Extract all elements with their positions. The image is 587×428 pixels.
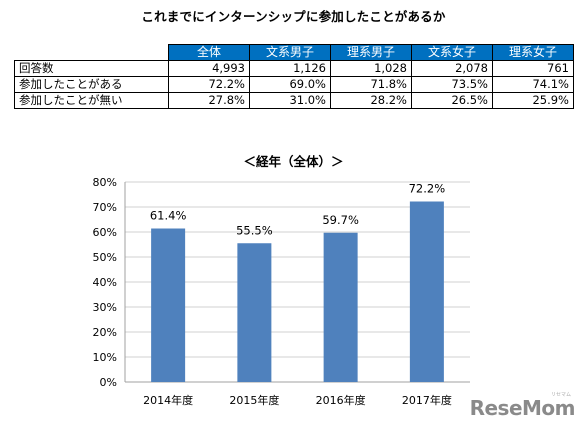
data-label: 61.4% xyxy=(150,209,187,223)
table-cell: 25.9% xyxy=(492,92,574,109)
bar xyxy=(323,232,358,382)
y-tick-label: 60% xyxy=(93,226,117,239)
table-cell: 73.5% xyxy=(411,76,493,93)
table-cell: 26.5% xyxy=(411,92,493,109)
y-tick-label: 80% xyxy=(93,176,117,189)
x-tick-label: 2014年度 xyxy=(143,393,193,407)
y-tick-label: 70% xyxy=(93,201,117,214)
chart-title: ＜経年（全体）＞ xyxy=(243,154,344,169)
bar xyxy=(151,228,186,382)
table-cell: 27.8% xyxy=(168,92,250,109)
survey-table: 全体 文系男子 理系男子 文系女子 理系女子 回答数 4,993 1,126 1… xyxy=(14,44,574,109)
table-header-cell: 文系女子 xyxy=(411,44,493,61)
x-tick-label: 2017年度 xyxy=(402,393,452,407)
row-label: 参加したことがある xyxy=(14,76,169,93)
y-tick-label: 50% xyxy=(93,251,117,264)
table-row: 参加したことがある 72.2% 69.0% 71.8% 73.5% 74.1% xyxy=(14,76,574,93)
y-tick-label: 30% xyxy=(93,301,117,314)
table-header-cell: 理系女子 xyxy=(492,44,574,61)
table-cell: 1,028 xyxy=(330,60,412,77)
x-tick-label: 2015年度 xyxy=(229,393,279,407)
bar xyxy=(237,243,272,382)
row-label: 参加したことが無い xyxy=(14,92,169,109)
table-header-cell: 全体 xyxy=(168,44,250,61)
table-cell: 2,078 xyxy=(411,60,493,77)
data-label: 59.7% xyxy=(322,213,359,227)
y-tick-label: 20% xyxy=(93,326,117,339)
data-label: 72.2% xyxy=(409,182,446,196)
table-cell: 31.0% xyxy=(249,92,331,109)
x-tick-label: 2016年度 xyxy=(316,393,366,407)
y-tick-label: 40% xyxy=(93,276,117,289)
y-tick-label: 10% xyxy=(93,351,117,364)
resemom-logo: ReseMom xyxy=(469,396,576,420)
bar xyxy=(409,201,444,382)
table-row: 参加したことが無い 27.8% 31.0% 28.2% 26.5% 25.9% xyxy=(14,92,574,109)
y-tick-label: 0% xyxy=(100,376,117,389)
logo-subtext: リセマム xyxy=(550,392,571,398)
table-corner-cell xyxy=(14,44,169,61)
table-cell: 28.2% xyxy=(330,92,412,109)
survey-title: これまでにインターンシップに参加したことがあるか xyxy=(141,9,446,24)
table-cell: 69.0% xyxy=(249,76,331,93)
table-cell: 761 xyxy=(492,60,574,77)
table-cell: 71.8% xyxy=(330,76,412,93)
table-header-row: 全体 文系男子 理系男子 文系女子 理系女子 xyxy=(14,44,574,61)
data-label: 55.5% xyxy=(236,223,273,237)
table-header-cell: 文系男子 xyxy=(249,44,331,61)
